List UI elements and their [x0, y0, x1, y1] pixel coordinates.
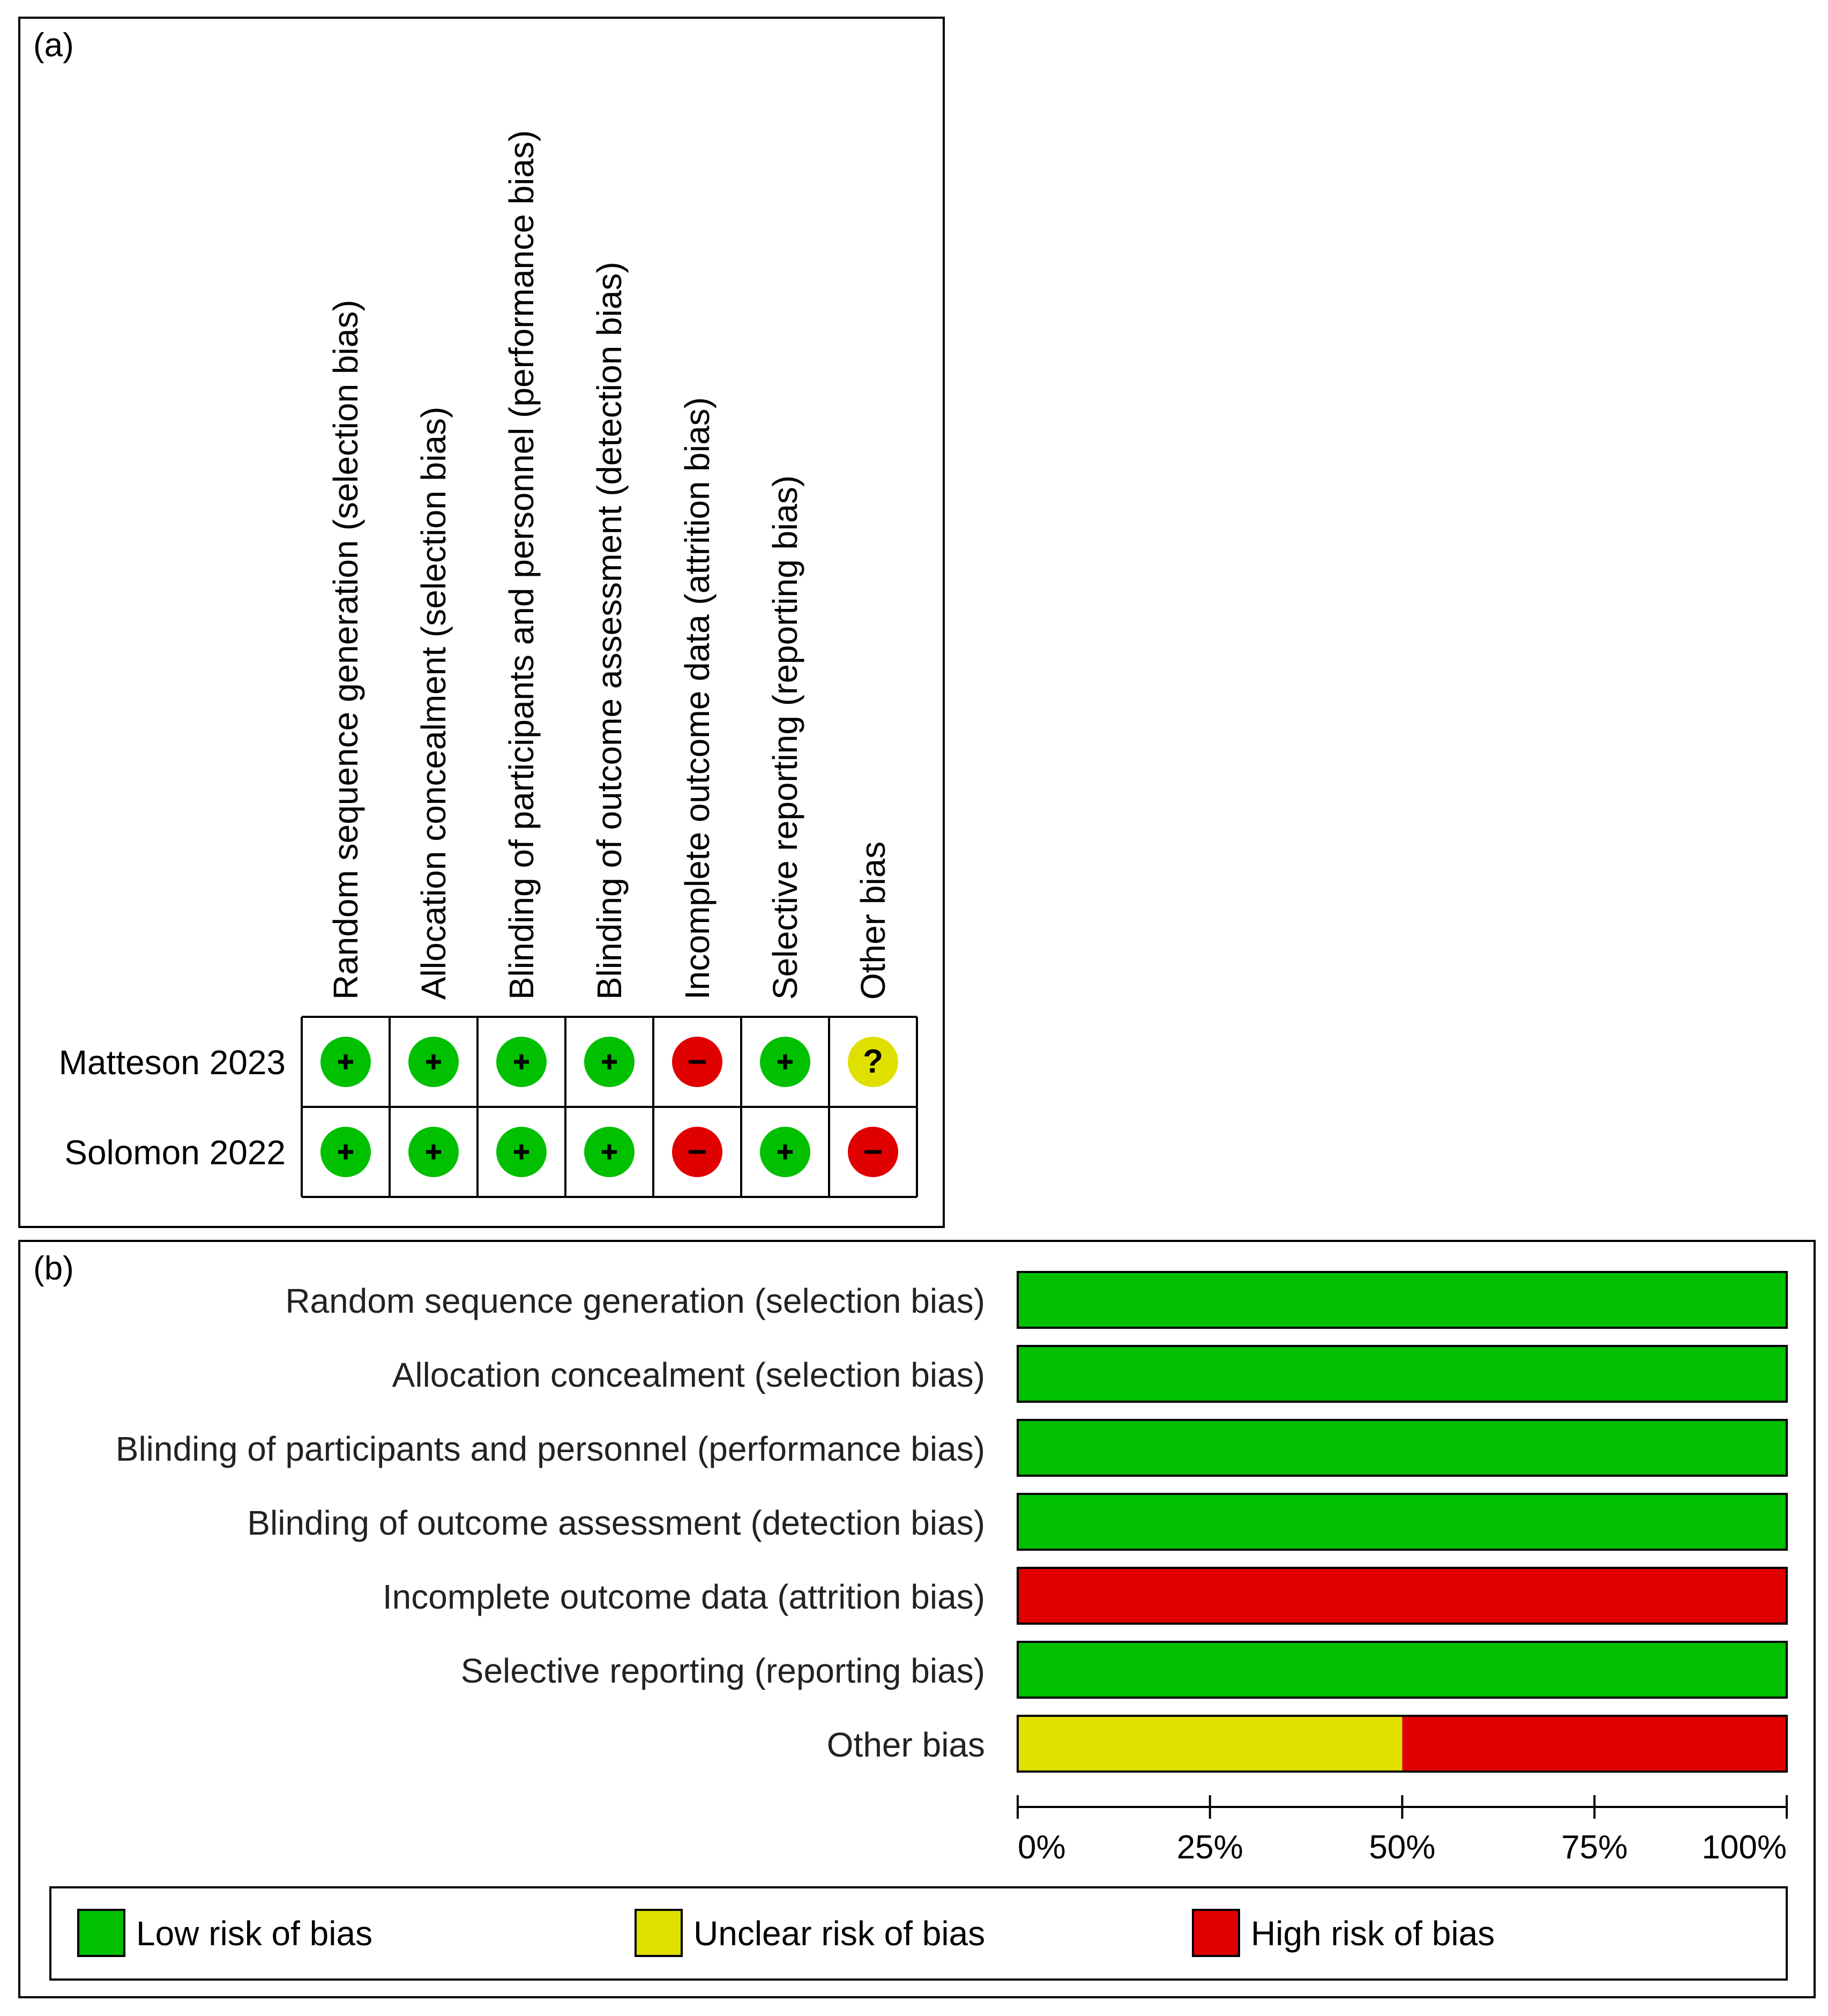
bar-outline	[1017, 1419, 1788, 1477]
bar-outline	[1017, 1271, 1788, 1329]
bar-segment-low	[1018, 1420, 1787, 1476]
bar-segment-unclear	[1018, 1716, 1402, 1772]
bar-outline	[1017, 1641, 1788, 1699]
legend-label: High risk of bias	[1251, 1914, 1495, 1953]
risk-of-bias-graph-panel: (b) Random sequence generation (selectio…	[18, 1240, 1816, 1998]
bar-segment-low	[1018, 1642, 1787, 1698]
legend-swatch-unclear	[635, 1909, 683, 1957]
risk-of-bias-summary-panel: (a) Random sequence generation (selectio…	[18, 17, 945, 1228]
x-tick-label: 0%	[1018, 1829, 1066, 1866]
study-label: Matteson 2023	[59, 1043, 286, 1082]
judgement-unclear-icon	[848, 1037, 898, 1087]
bar-outline	[1017, 1345, 1788, 1403]
legend-swatch-low	[77, 1909, 125, 1957]
study-label: Solomon 2022	[64, 1133, 286, 1172]
x-tick-label: 100%	[1702, 1829, 1787, 1866]
legend-label: Unclear risk of bias	[693, 1914, 985, 1953]
category-label: Selective reporting (reporting bias)	[461, 1652, 985, 1690]
category-label: Random sequence generation (selection bi…	[285, 1282, 985, 1320]
bar-outline	[1017, 1567, 1788, 1625]
legend-swatch-high	[1192, 1909, 1240, 1957]
x-tick-label: 25%	[1177, 1829, 1243, 1866]
category-label: Other bias	[827, 1725, 985, 1764]
column-header: Random sequence generation (selection bi…	[326, 300, 365, 1000]
x-tick-label: 50%	[1369, 1829, 1435, 1866]
risk-of-bias-bar-chart: Random sequence generation (selection bi…	[49, 1271, 1788, 1981]
bar-segment-high	[1402, 1716, 1787, 1772]
column-header: Incomplete outcome data (attrition bias)	[678, 397, 717, 1000]
column-header: Selective reporting (reporting bias)	[766, 475, 804, 1000]
bar-segment-low	[1018, 1494, 1787, 1550]
panel-a-label: (a)	[33, 27, 74, 64]
column-header: Allocation concealment (selection bias)	[414, 407, 453, 1000]
category-label: Allocation concealment (selection bias)	[392, 1356, 985, 1394]
legend-label: Low risk of bias	[136, 1914, 372, 1953]
risk-of-bias-summary-table: Random sequence generation (selection bi…	[59, 130, 918, 1198]
column-header: Blinding of outcome assessment (detectio…	[590, 262, 629, 1000]
legend-box	[49, 1886, 1788, 1981]
bar-outline	[1017, 1493, 1788, 1551]
question-icon: ?	[863, 1043, 883, 1080]
column-header: Other bias	[854, 842, 892, 1000]
bar-segment-low	[1018, 1272, 1787, 1328]
column-header: Blinding of participants and personnel (…	[502, 130, 541, 1000]
x-tick-label: 75%	[1561, 1829, 1628, 1866]
category-label: Blinding of participants and personnel (…	[116, 1430, 985, 1468]
category-label: Blinding of outcome assessment (detectio…	[247, 1504, 985, 1542]
panel-b-label: (b)	[33, 1250, 74, 1287]
bar-outline	[1017, 1715, 1788, 1773]
category-label: Incomplete outcome data (attrition bias)	[383, 1578, 985, 1616]
bar-segment-low	[1018, 1346, 1787, 1402]
bar-segment-high	[1018, 1568, 1787, 1624]
